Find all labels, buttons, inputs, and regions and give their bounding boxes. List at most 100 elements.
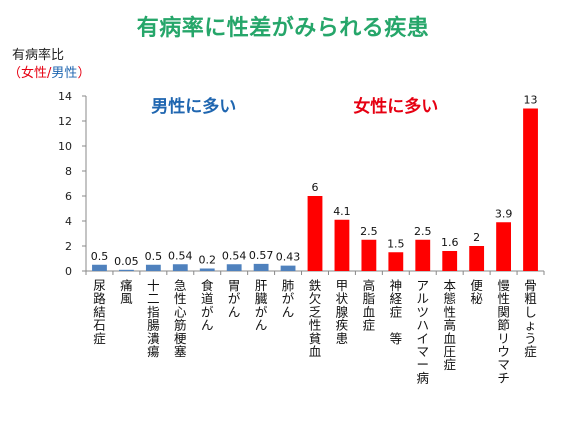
category-label-char: 性	[174, 291, 187, 306]
category-label: 痛風	[120, 278, 133, 306]
y-tick-label: 2	[65, 240, 72, 253]
bar	[119, 269, 134, 271]
category-label-char: 神	[390, 278, 403, 293]
bar	[523, 108, 538, 271]
category-label-char: が	[282, 291, 295, 306]
category-label-char: が	[201, 304, 214, 319]
y-axis-sublabel-female: 女性	[21, 66, 48, 81]
bar-value-label: 0.57	[249, 249, 274, 262]
category-label-char: 症	[93, 331, 106, 346]
bar-value-label: 0.2	[198, 254, 216, 267]
category-label-char: 症	[390, 304, 403, 319]
category-label-char: ん	[201, 318, 214, 333]
bar-value-label: 3.9	[495, 207, 513, 220]
category-label-char: 症	[524, 344, 537, 359]
category-label-char: 粗	[524, 291, 537, 306]
y-tick-label: 12	[58, 115, 72, 128]
category-label-char: 骨	[524, 278, 537, 293]
y-tick-label: 8	[65, 165, 72, 178]
y-tick-label: 0	[65, 265, 72, 278]
category-label-char: 病	[417, 370, 430, 385]
category-label-char: 経	[390, 291, 403, 306]
bar	[388, 252, 404, 271]
category-label-char: ん	[228, 304, 241, 319]
category-label-char: 瘍	[147, 344, 160, 359]
category-label-char: 性	[309, 318, 322, 333]
bar-value-label: 1.5	[387, 237, 405, 250]
category-label-char: ん	[255, 318, 268, 333]
category-label-char: 慢	[497, 278, 510, 293]
annotation-male-more: 男性に多い	[151, 96, 236, 117]
bar	[307, 196, 323, 271]
category-label-char: 路	[93, 291, 106, 306]
category-label-char: 性	[497, 291, 510, 306]
category-label-char: 高	[443, 318, 456, 333]
bar-value-label: 0.05	[114, 255, 139, 268]
category-label-char: 症	[363, 318, 376, 333]
y-axis-sublabel-open: （	[8, 66, 22, 81]
category-label-char: 節	[497, 318, 510, 333]
bar	[361, 239, 377, 271]
category-label: 便秘	[470, 278, 483, 306]
category-label-char: 貧	[309, 331, 322, 346]
bar-value-label: 1.6	[441, 236, 459, 249]
category-label-char: 等	[390, 331, 403, 346]
bar-value-label: 2.5	[360, 225, 378, 238]
category-label-char: 道	[201, 291, 214, 306]
bar	[253, 263, 269, 271]
y-axis-sublabel-close: ）	[77, 66, 91, 81]
category-label-char: 指	[147, 304, 160, 319]
y-axis-label: 有病率比	[12, 48, 65, 63]
category-label-char: 血	[309, 344, 322, 359]
category-label-char: 症	[443, 357, 456, 372]
bar	[199, 268, 215, 271]
category-label-char: 脂	[363, 291, 376, 306]
bar	[334, 219, 350, 271]
category-label-char: 痛	[120, 278, 133, 293]
category-label-char: 関	[497, 304, 510, 319]
category-label-char: チ	[497, 370, 510, 385]
category-label: 神経症 等	[390, 278, 403, 346]
category-label-char: が	[255, 304, 268, 319]
category-label-char: マ	[497, 357, 510, 372]
y-tick-label: 10	[58, 140, 72, 153]
bar-value-label: 0.5	[145, 250, 163, 263]
chart-data-labels: 0.5 0.05 0.5 0.54 0.2 0.54 0.57 0.4364.12.51.52…	[91, 94, 538, 268]
category-label-char: 石	[93, 318, 106, 333]
category-label-char: ー	[417, 357, 430, 372]
category-label-char: ツ	[417, 304, 430, 319]
category-label-char: 乏	[309, 304, 322, 319]
y-axis-sublabel-slash: /	[47, 66, 52, 81]
category-label-char: 便	[470, 278, 483, 293]
category-label-char: 結	[93, 304, 106, 319]
bar-value-label: 0.5	[91, 250, 109, 263]
category-label-char: ウ	[497, 344, 510, 359]
y-tick-label: 14	[58, 90, 72, 103]
category-label-char: 性	[443, 304, 456, 319]
bar-value-label: 0.54	[168, 249, 193, 262]
category-label-char: 塞	[174, 344, 187, 359]
category-label-char: 態	[443, 291, 456, 306]
bar	[226, 264, 242, 271]
category-label-char: ア	[417, 278, 430, 293]
category-label-char: 肺	[282, 278, 295, 293]
bar	[172, 264, 188, 271]
bar	[415, 239, 431, 271]
chart-bars	[92, 108, 538, 271]
category-label-char: 臓	[255, 291, 268, 306]
category-label: 肺がん	[282, 278, 295, 319]
category-label-char: 腸	[147, 318, 160, 333]
category-label-char: 風	[120, 291, 133, 306]
bar	[145, 264, 161, 271]
category-label-char: イ	[417, 331, 430, 346]
